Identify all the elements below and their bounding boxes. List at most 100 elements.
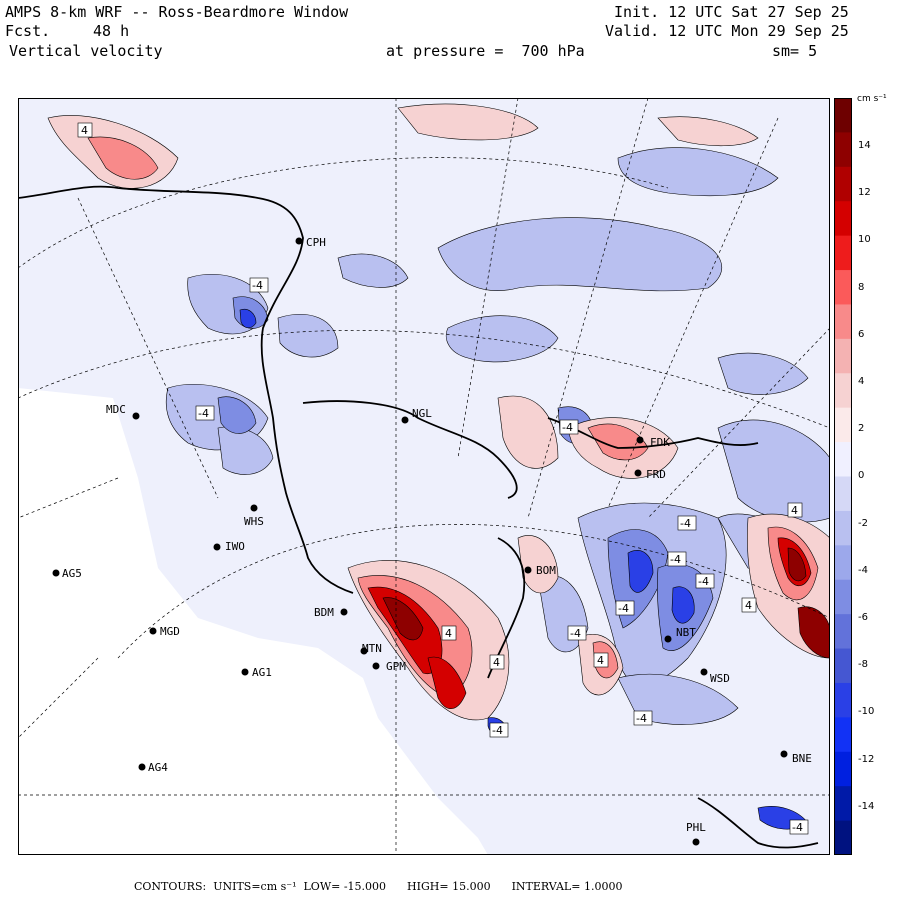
forecast-label: Fcst.: [5, 22, 51, 40]
contour-label: -4: [615, 600, 635, 616]
vertical-velocity-map: 4 -4 -4 -4 4 4 -4 -4 -4 -4 4 -4 4 -4 4 -…: [18, 98, 830, 855]
station-GPM[interactable]: GPM: [372, 660, 407, 673]
colorbar-band: [834, 786, 852, 822]
colorbar-band: [834, 98, 852, 133]
colorbar-band: [834, 201, 852, 237]
low-value: LOW= -15.000: [303, 880, 387, 893]
contour-label: -4: [789, 819, 809, 835]
svg-text:-4: -4: [562, 421, 573, 434]
svg-text:-4: -4: [636, 712, 647, 725]
contour-label: -4: [633, 710, 653, 726]
colorbar-band: [834, 820, 852, 855]
svg-text:BOM: BOM: [536, 564, 556, 577]
colorbar-tick-label: -10: [858, 706, 875, 718]
station-BNE[interactable]: BNE: [780, 750, 812, 766]
station-WSD[interactable]: WSD: [700, 668, 730, 686]
colorbar-tick-label: 12: [858, 187, 871, 199]
colorbar-tick-label: -12: [858, 753, 875, 765]
station-MTN[interactable]: MTN: [360, 642, 382, 655]
contour-label: 4: [593, 652, 609, 668]
colorbar-band: [834, 717, 852, 753]
colorbar-band: [834, 648, 852, 684]
contour-label: 4: [787, 502, 803, 518]
colorbar-band: [834, 682, 852, 718]
colorbar-band: [834, 235, 852, 271]
graticule: [18, 98, 830, 855]
svg-text:BNE: BNE: [792, 752, 812, 765]
colorbar-band: [834, 545, 852, 581]
svg-text:4: 4: [791, 504, 798, 517]
contour-label: -4: [677, 515, 697, 531]
colorbar-band: [834, 338, 852, 374]
station-CPH[interactable]: CPH: [295, 236, 326, 249]
colorbar-tick-label: 14: [858, 140, 871, 151]
colorbar: [834, 98, 852, 855]
station-NGL[interactable]: NGL: [401, 407, 433, 424]
svg-text:MDC: MDC: [106, 403, 126, 416]
interval-value: INTERVAL= 1.0000: [511, 880, 623, 893]
svg-text:4: 4: [81, 124, 88, 137]
svg-text:4: 4: [493, 656, 500, 669]
variable-name: Vertical velocity: [9, 42, 163, 60]
colorbar-tick-label: -4: [858, 564, 868, 576]
contour-label: -4: [567, 625, 587, 641]
contour-label: 4: [441, 625, 457, 641]
contour-label: 4: [741, 597, 757, 613]
colorbar-tick-label: 0: [858, 470, 865, 482]
station-WHS[interactable]: WHS: [244, 504, 264, 529]
svg-text:PHL: PHL: [686, 821, 706, 834]
colorbar-band: [834, 304, 852, 340]
contour-label: -4: [695, 573, 715, 589]
forecast-hour: 48 h: [93, 22, 130, 40]
svg-text:GPM: GPM: [386, 660, 406, 673]
station-BOM[interactable]: BOM: [524, 564, 557, 577]
station-AG5[interactable]: AG5: [52, 567, 82, 580]
colorbar-band: [834, 407, 852, 443]
contour-label: -4: [249, 277, 269, 293]
svg-text:BDM: BDM: [314, 606, 334, 619]
svg-text:-4: -4: [670, 553, 681, 566]
svg-text:IWO: IWO: [225, 540, 245, 553]
station-NBT[interactable]: NBT: [664, 626, 697, 643]
contour-label: 4: [489, 654, 505, 670]
contour-info: CONTOURS: UNITS=cm s⁻¹ LOW= -15.000 HIGH…: [134, 880, 622, 893]
svg-text:-4: -4: [570, 627, 581, 640]
svg-text:-4: -4: [618, 602, 629, 615]
colorbar-band: [834, 132, 852, 168]
station-AG1[interactable]: AG1: [241, 666, 272, 679]
station-MGD[interactable]: MGD: [149, 625, 180, 638]
station-AG4[interactable]: AG4: [138, 761, 169, 774]
colorbar-band: [834, 510, 852, 546]
colorbar-tick-label: -14: [858, 800, 875, 812]
high-value: HIGH= 15.000: [407, 880, 491, 893]
svg-text:MGD: MGD: [160, 625, 180, 638]
svg-text:AG4: AG4: [148, 761, 168, 774]
units-label: UNITS=cm s⁻¹: [213, 880, 297, 893]
colorbar-band: [834, 373, 852, 409]
contour-label: -4: [667, 551, 687, 567]
colorbar-band: [834, 476, 852, 512]
station-IWO[interactable]: IWO: [213, 540, 245, 553]
contour-label: -4: [195, 405, 215, 421]
svg-text:-4: -4: [698, 575, 709, 588]
svg-text:-4: -4: [492, 724, 503, 737]
svg-text:-4: -4: [198, 407, 209, 420]
colorbar-band: [834, 270, 852, 305]
svg-text:FRD: FRD: [646, 468, 666, 481]
contour-label: -4: [489, 722, 509, 738]
colorbar-tick-label: 8: [858, 281, 865, 293]
station-MDC[interactable]: MDC: [106, 403, 140, 420]
svg-text:4: 4: [445, 627, 452, 640]
pressure-level: at pressure = 700 hPa: [386, 42, 585, 60]
station-FRD[interactable]: FRD: [634, 468, 666, 481]
station-BDM[interactable]: BDM: [314, 606, 348, 619]
contours-label: CONTOURS:: [134, 880, 207, 893]
station-FDK[interactable]: FDK: [636, 436, 671, 449]
colorbar-tick-label: 10: [858, 234, 871, 246]
smoothing: sm= 5: [772, 42, 818, 60]
colorbar-band: [834, 579, 852, 615]
contour-label: -4: [559, 419, 579, 435]
station-PHL[interactable]: PHL: [686, 821, 706, 846]
colorbar-tick-label: 2: [858, 423, 865, 435]
stations: CPH MDC NGL FDK FRD WHS IWO AG5 BOM BDM …: [52, 236, 812, 846]
